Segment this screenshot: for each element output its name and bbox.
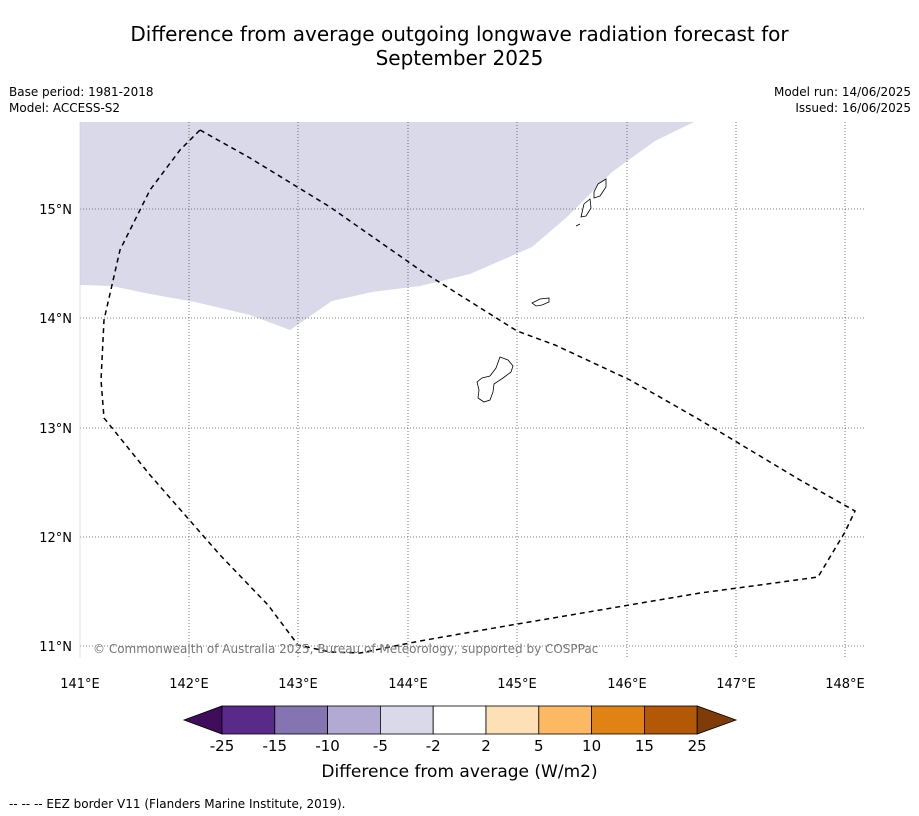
model-run-label: Model run: 14/06/2025	[773, 85, 911, 99]
colorbar-segment	[379, 705, 434, 735]
colorbar-title: Difference from average (W/m2)	[321, 762, 598, 782]
island-saipan	[593, 178, 607, 199]
colorbar-tick-label: -2	[426, 737, 441, 755]
lat-tick-label: 11°N	[39, 640, 72, 655]
title-line-2: September 2025	[375, 46, 544, 70]
copyright-notice: © Commonwealth of Australia 2025, Bureau…	[93, 642, 598, 656]
colorbar	[182, 705, 738, 735]
colorbar-segment	[274, 705, 328, 735]
colorbar-tick-label: 2	[481, 737, 491, 755]
colorbar-tick-label: -15	[263, 737, 288, 755]
meta-right: Model run: 14/06/2025 Issued: 16/06/2025	[774, 84, 911, 116]
eez-footnote: -- -- -- EEZ border V11 (Flanders Marine…	[9, 797, 346, 811]
colorbar-segment	[644, 705, 698, 735]
colorbar-tick-label: 10	[582, 737, 601, 755]
map-title: Difference from average outgoing longwav…	[0, 22, 919, 70]
lat-tick-label: 12°N	[39, 531, 72, 546]
model-label: Model: ACCESS-S2	[9, 101, 121, 115]
island-aguijan	[575, 223, 581, 227]
lat-tick-label: 15°N	[39, 203, 72, 218]
lon-tick-label: 142°E	[169, 677, 209, 692]
colorbar-tick-label: 25	[688, 737, 707, 755]
lat-tick-label: 13°N	[39, 422, 72, 437]
issued-label: Issued: 16/06/2025	[795, 101, 911, 115]
island-rota	[531, 297, 550, 307]
colorbar-segment	[485, 705, 540, 735]
lon-tick-label: 144°E	[388, 677, 428, 692]
lon-tick-label: 148°E	[825, 677, 865, 692]
lon-tick-label: 143°E	[278, 677, 318, 692]
colorbar-tick-label: -5	[373, 737, 388, 755]
colorbar-segment	[432, 705, 487, 735]
negative-anomaly-shading	[80, 122, 694, 330]
lon-tick-label: 147°E	[716, 677, 756, 692]
latitude-labels: 15°N 14°N 13°N 12°N 11°N	[39, 203, 72, 655]
island-guam	[476, 356, 514, 403]
colorbar-tick-label: 15	[635, 737, 654, 755]
colorbar-segment	[221, 705, 276, 735]
islands	[476, 178, 607, 403]
lon-tick-label: 146°E	[607, 677, 647, 692]
meta-left: Base period: 1981-2018 Model: ACCESS-S2	[9, 84, 154, 116]
colorbar-segment	[538, 705, 592, 735]
colorbar-extend-low	[182, 705, 223, 735]
lon-tick-label: 145°E	[497, 677, 537, 692]
title-line-1: Difference from average outgoing longwav…	[130, 22, 789, 46]
colorbar-extend-high	[696, 705, 738, 735]
lon-tick-label: 141°E	[60, 677, 100, 692]
colorbar-tick-label: 5	[534, 737, 544, 755]
colorbar-tick-labels: -25 -15 -10 -5 -2 2 5 10 15 25	[210, 737, 707, 755]
colorbar-segment	[591, 705, 645, 735]
eez-border	[100, 129, 856, 654]
map-panel: © Commonwealth of Australia 2025, Bureau…	[79, 122, 866, 658]
gridlines	[80, 122, 866, 658]
colorbar-tick-label: -25	[210, 737, 235, 755]
lat-tick-label: 14°N	[39, 312, 72, 327]
base-period-label: Base period: 1981-2018	[9, 85, 154, 99]
colorbar-segment	[327, 705, 381, 735]
island-tinian	[580, 198, 592, 218]
colorbar-tick-label: -10	[315, 737, 340, 755]
longitude-labels: 141°E 142°E 143°E 144°E 145°E 146°E 147°E 148°E	[60, 677, 865, 692]
